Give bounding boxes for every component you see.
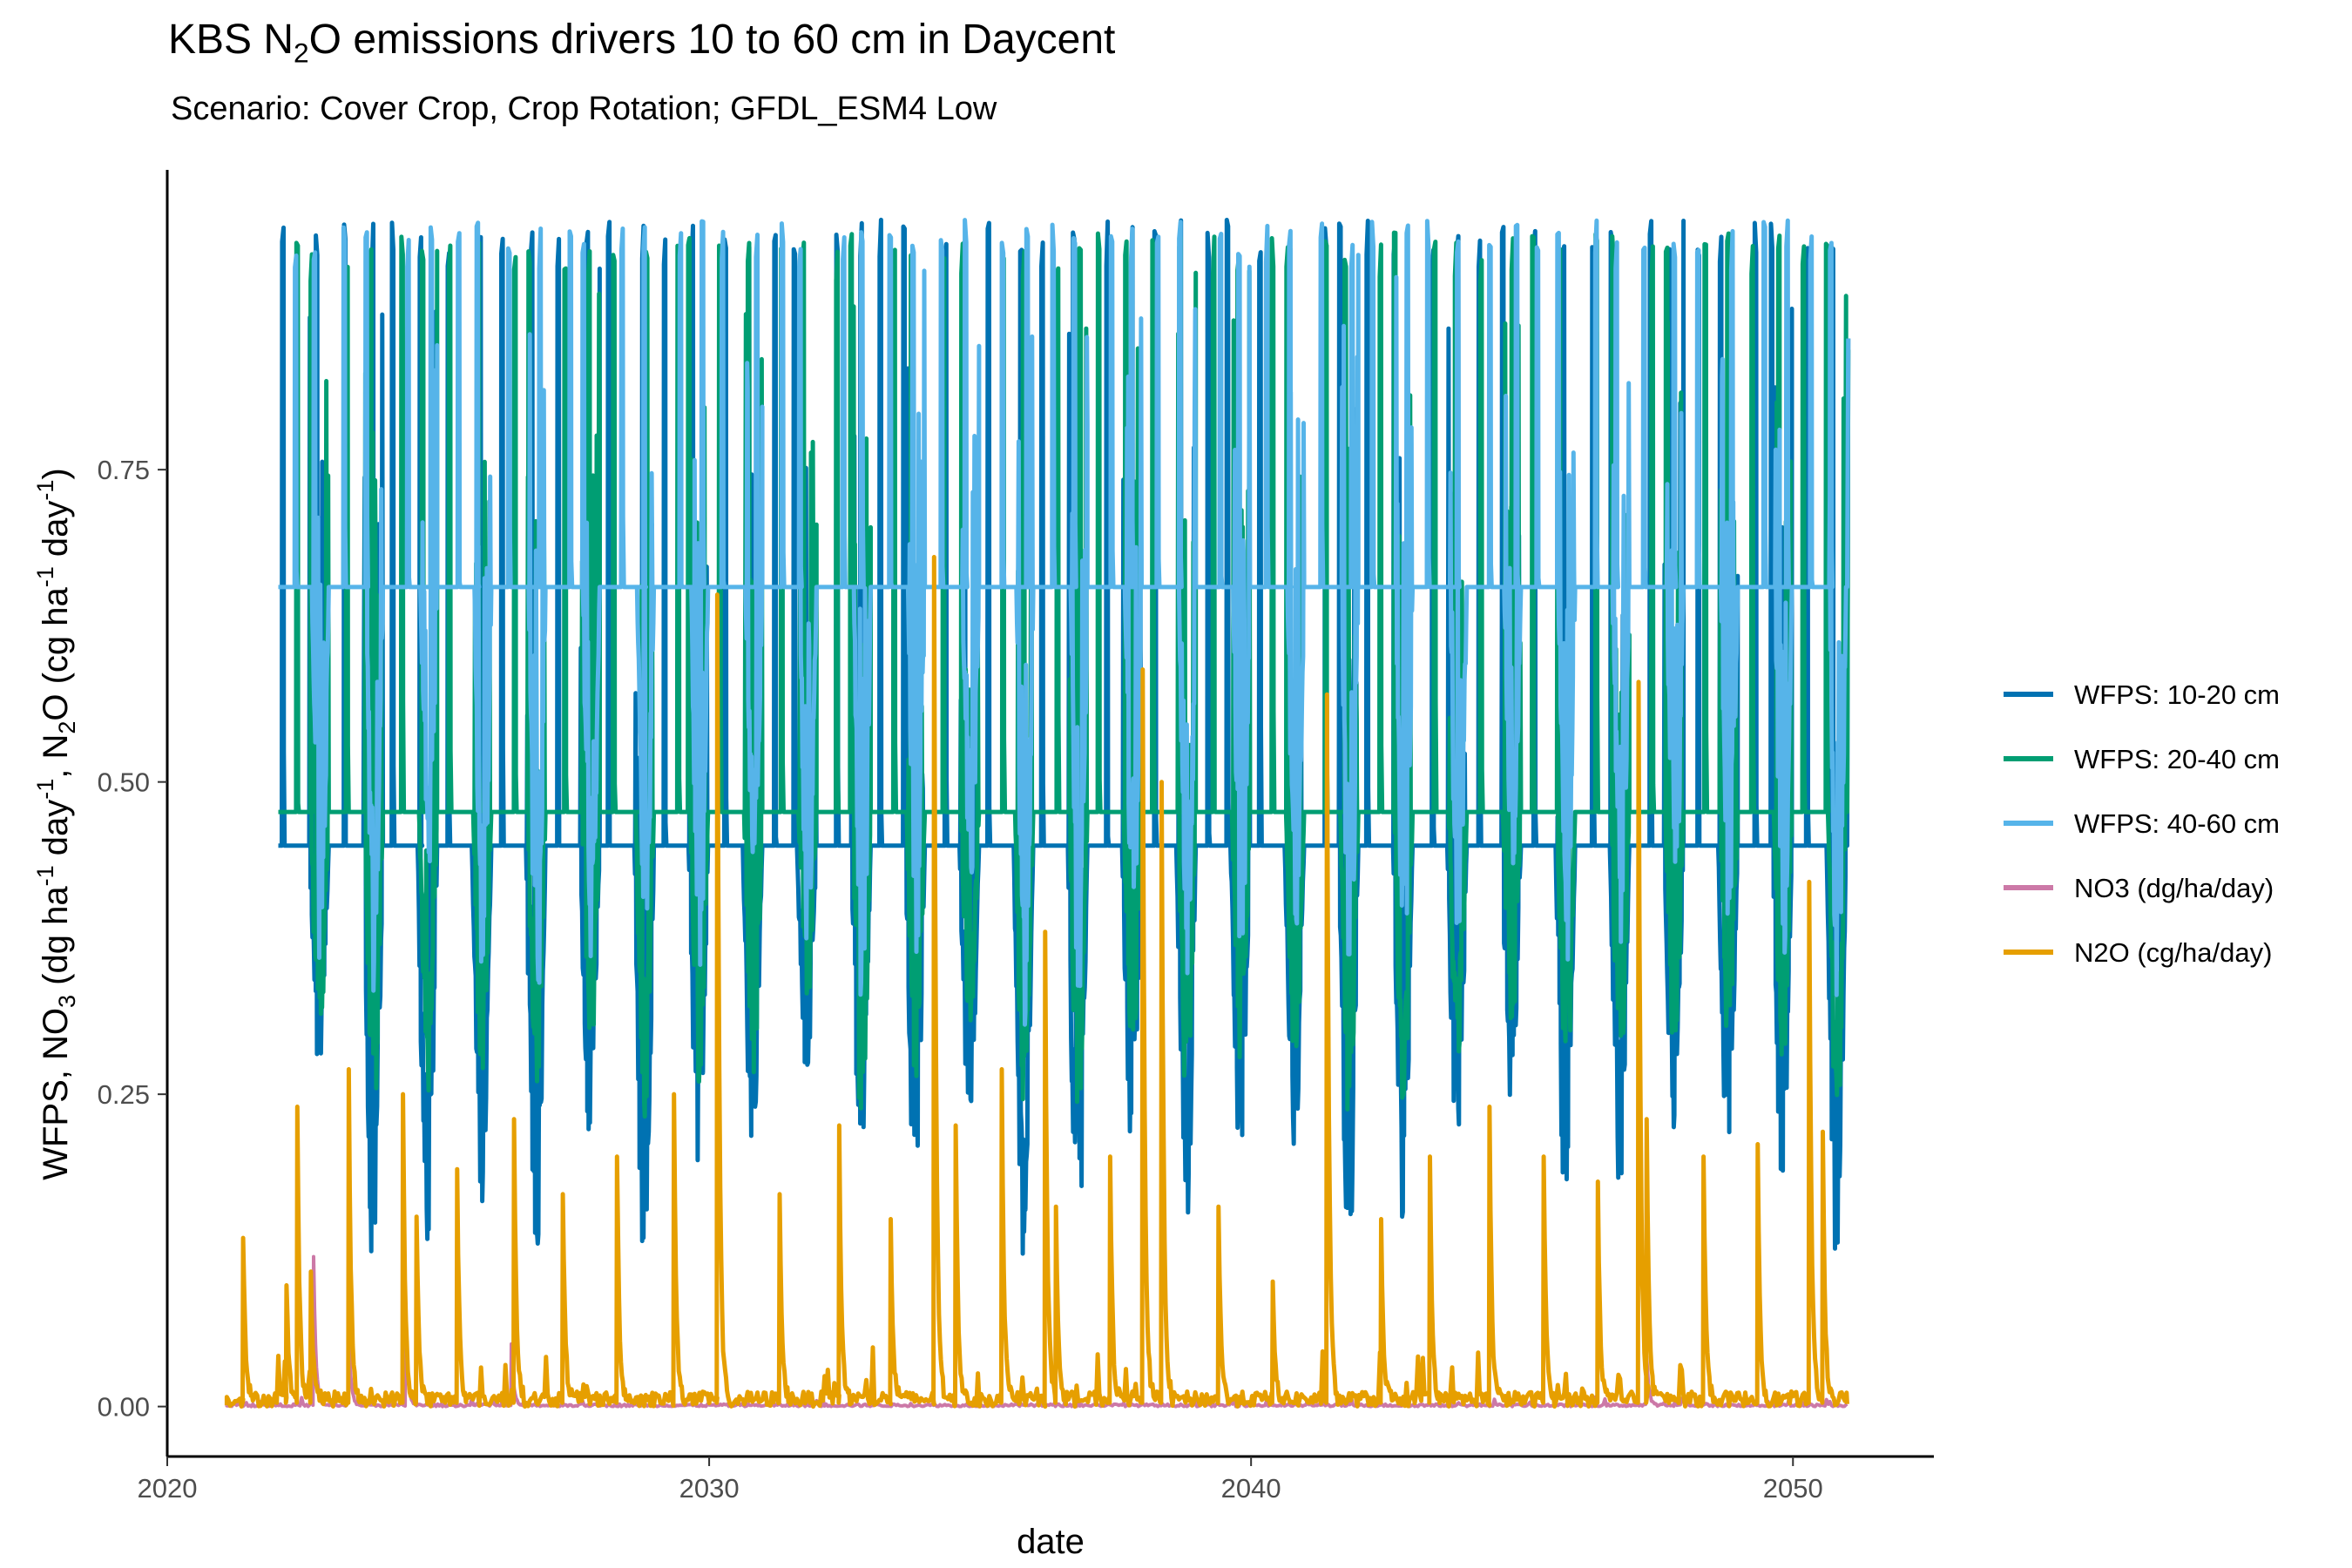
legend: WFPS: 10-20 cm WFPS: 20-40 cm WFPS: 40-60 … (2004, 679, 2280, 968)
legend-label: WFPS: 40-60 cm (2074, 808, 2280, 839)
y-tick-label: 0.00 (98, 1392, 150, 1423)
ticks-layer: 2020 2030 2040 2050 0.00 0.25 0.50 0.75 (98, 455, 1823, 1504)
y-tick-label: 0.25 (98, 1079, 150, 1110)
x-tick-label: 2040 (1221, 1473, 1281, 1504)
y-axis-label: WFPS, NO3 (dg ha-1 day-1, N2O (cg ha-1 d… (32, 468, 80, 1180)
x-tick-label: 2050 (1763, 1473, 1823, 1504)
legend-item: WFPS: 40-60 cm (2004, 808, 2280, 839)
x-axis-label: date (1017, 1523, 1085, 1561)
legend-item: WFPS: 20-40 cm (2004, 744, 2280, 774)
legend-label: WFPS: 20-40 cm (2074, 744, 2280, 774)
legend-item: NO3 (dg/ha/day) (2004, 873, 2274, 903)
legend-label: NO3 (dg/ha/day) (2074, 873, 2274, 903)
legend-label: WFPS: 10-20 cm (2074, 679, 2280, 710)
legend-item: WFPS: 10-20 cm (2004, 679, 2280, 710)
series-line-n2o (224, 555, 1849, 1409)
legend-item: N2O (cg/ha/day) (2004, 937, 2272, 968)
series-layer (224, 217, 1851, 1409)
y-tick-label: 0.75 (98, 455, 150, 485)
chart-title: KBS N2O emissions drivers 10 to 60 cm in… (168, 17, 1116, 69)
y-tick-label: 0.50 (98, 767, 150, 798)
legend-label: N2O (cg/ha/day) (2074, 937, 2272, 968)
axes-layer (166, 170, 1934, 1458)
x-tick-label: 2020 (138, 1473, 198, 1504)
series-line-wfps-40-60 (278, 218, 1851, 1027)
chart-subtitle: Scenario: Cover Crop, Crop Rotation; GFD… (171, 91, 997, 127)
x-tick-label: 2030 (679, 1473, 740, 1504)
